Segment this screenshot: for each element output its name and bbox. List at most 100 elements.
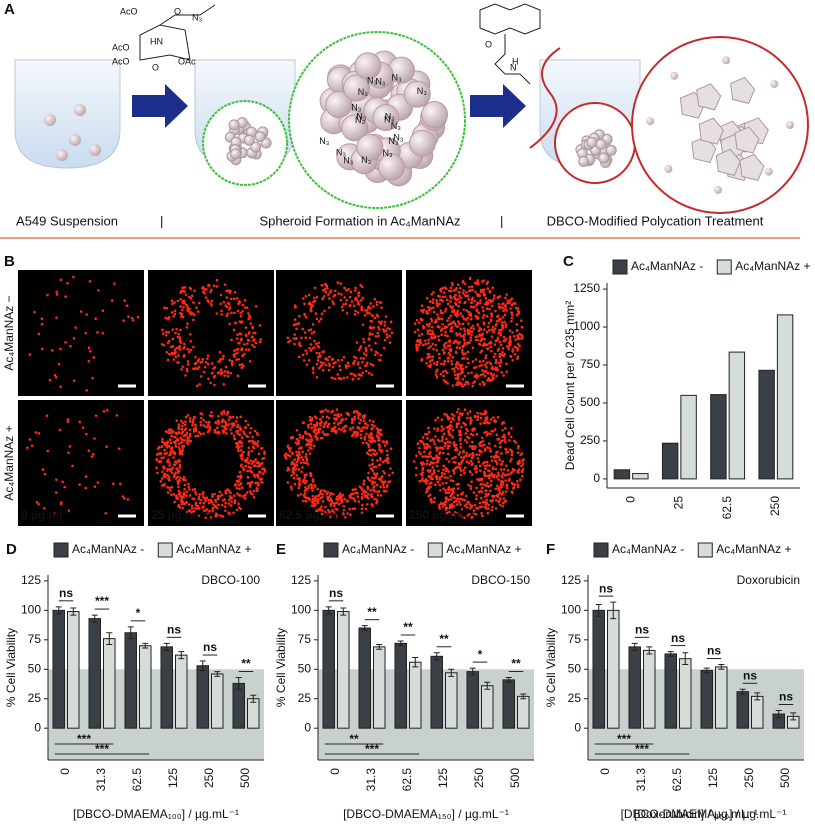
cell-signal bbox=[352, 361, 355, 365]
cell-signal bbox=[499, 333, 503, 337]
y-tick-label: 50 bbox=[298, 661, 312, 675]
cell-signal bbox=[445, 325, 449, 329]
cell-signal bbox=[313, 339, 316, 343]
legend-swatch bbox=[323, 542, 339, 558]
cell-signal bbox=[318, 354, 321, 357]
cell-signal bbox=[351, 426, 355, 430]
cell-signal bbox=[187, 350, 191, 354]
cell-signal bbox=[501, 460, 505, 463]
cell-signal bbox=[235, 486, 239, 490]
cell-signal bbox=[485, 307, 489, 310]
cell-signal bbox=[160, 477, 164, 480]
cell-signal bbox=[416, 346, 419, 349]
cell-signal bbox=[349, 513, 352, 517]
cell-signal bbox=[54, 491, 58, 494]
cell-signal bbox=[489, 484, 493, 487]
cell-signal bbox=[498, 355, 502, 359]
cell-signal bbox=[351, 488, 355, 492]
cell-signal bbox=[475, 432, 479, 436]
cell-signal bbox=[377, 334, 380, 338]
cell-signal bbox=[251, 435, 255, 439]
cell-signal bbox=[213, 492, 216, 496]
cell-signal bbox=[367, 477, 370, 481]
cell-signal bbox=[359, 298, 363, 302]
cell-signal bbox=[172, 475, 176, 479]
cell-signal bbox=[298, 314, 301, 318]
cell-signal bbox=[450, 492, 454, 496]
cell-signal bbox=[517, 471, 520, 474]
cell-signal bbox=[481, 369, 484, 372]
cell-signal bbox=[504, 490, 508, 493]
cell-signal bbox=[186, 322, 189, 325]
cell-signal bbox=[261, 472, 265, 475]
cell-signal bbox=[380, 449, 384, 452]
cell-signal bbox=[89, 349, 92, 353]
cell-signal bbox=[459, 462, 463, 466]
cell-signal bbox=[511, 482, 514, 486]
cell-signal bbox=[304, 316, 308, 319]
cell-signal bbox=[431, 329, 434, 333]
cell-signal bbox=[382, 485, 386, 489]
cell-signal bbox=[391, 471, 394, 475]
error-bar bbox=[199, 660, 206, 671]
cell-signal bbox=[311, 323, 315, 326]
significance-label: ns bbox=[599, 581, 613, 595]
cell-signal bbox=[286, 481, 290, 484]
error-bar bbox=[340, 607, 347, 616]
panel-label: B bbox=[4, 253, 15, 270]
cell-signal bbox=[216, 371, 220, 375]
cell-signal bbox=[78, 483, 81, 486]
cell-signal bbox=[481, 316, 485, 319]
cell-signal bbox=[388, 327, 392, 331]
cell-signal bbox=[231, 415, 235, 419]
cell-signal bbox=[516, 451, 520, 455]
x-tick-label: 500 bbox=[238, 768, 252, 788]
cell-signal bbox=[256, 460, 260, 464]
cell-signal bbox=[413, 322, 417, 325]
legend-label: Ac₄ManNAz - bbox=[612, 542, 684, 556]
cell-signal bbox=[332, 302, 336, 305]
cell-signal bbox=[520, 470, 524, 474]
cell-signal bbox=[308, 418, 312, 422]
cell-signal bbox=[382, 346, 386, 350]
cell-signal bbox=[253, 475, 256, 479]
cell-signal bbox=[472, 509, 476, 512]
cell-signal bbox=[168, 461, 171, 464]
cell-signal bbox=[184, 420, 187, 423]
cell-signal bbox=[446, 344, 450, 348]
cell-signal bbox=[491, 376, 495, 379]
bar bbox=[322, 609, 336, 729]
cell-signal bbox=[485, 489, 488, 492]
cell-signal bbox=[483, 370, 486, 373]
cell-signal bbox=[362, 357, 365, 360]
error-bar bbox=[397, 640, 404, 647]
cell-signal bbox=[509, 307, 512, 310]
cell-signal bbox=[463, 282, 467, 286]
cell-signal bbox=[379, 485, 382, 489]
cell-signal bbox=[352, 355, 356, 359]
cell-signal bbox=[334, 515, 338, 519]
cell-signal bbox=[431, 301, 435, 305]
cell-signal bbox=[315, 421, 319, 425]
cell-signal bbox=[238, 332, 242, 335]
bar bbox=[736, 691, 749, 729]
legend-swatch bbox=[427, 542, 443, 558]
cell-signal bbox=[476, 315, 480, 319]
cell-signal bbox=[315, 295, 319, 299]
cell-signal bbox=[369, 489, 372, 492]
cell-signal bbox=[483, 464, 487, 468]
cell-signal bbox=[469, 420, 473, 424]
cell-signal bbox=[228, 358, 232, 362]
cell-signal bbox=[210, 299, 214, 303]
bar bbox=[613, 469, 631, 480]
cell-signal bbox=[241, 310, 244, 313]
arrow bbox=[470, 84, 526, 128]
cell-signal bbox=[219, 372, 223, 376]
micrograph bbox=[276, 270, 402, 396]
cell-signal bbox=[220, 493, 224, 497]
error-bar bbox=[55, 606, 62, 615]
cell-signal bbox=[295, 463, 299, 467]
cell-signal bbox=[237, 502, 240, 506]
cell-signal bbox=[431, 472, 434, 476]
cell-signal bbox=[188, 428, 192, 432]
